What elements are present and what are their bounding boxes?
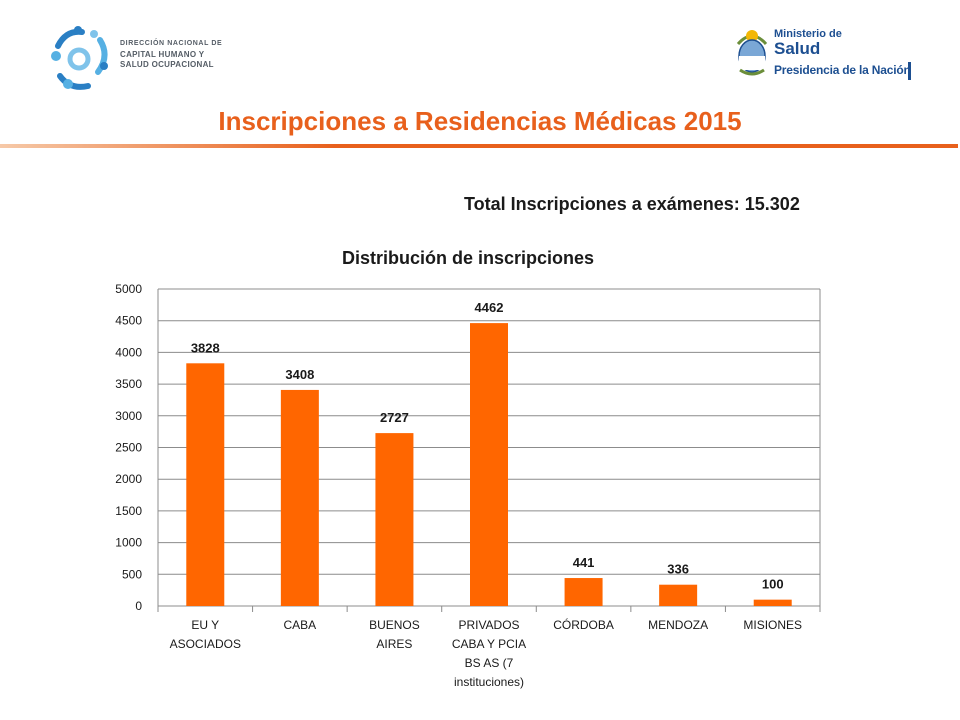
page-title: Inscripciones a Residencias Médicas 2015: [218, 106, 742, 136]
y-tick-label: 2000: [115, 472, 142, 486]
bar: [470, 323, 508, 606]
data-label: 336: [667, 562, 689, 577]
x-tick-label-line: CABA Y PCIA: [452, 637, 526, 651]
y-tick-label: 4500: [115, 314, 142, 328]
org-line-3: SALUD OCUPACIONAL: [120, 60, 214, 69]
y-tick-label: 3500: [115, 377, 142, 391]
bar: [564, 578, 603, 606]
x-tick-label: EU Y ASOCIADOS: [170, 618, 241, 651]
ministry-line-1: Ministerio de: [774, 28, 842, 40]
ministry-line-2: Salud: [774, 39, 821, 58]
x-tick-label-line: EU Y: [191, 618, 219, 632]
x-tick-label-line: MENDOZA: [648, 618, 708, 632]
y-tick-label: 0: [135, 599, 142, 613]
bar: [186, 363, 225, 606]
bar: [280, 389, 319, 606]
data-label: 100: [762, 577, 784, 592]
coat-of-arms-icon: [736, 30, 768, 76]
org-line-2: CAPITAL HUMANO Y: [120, 49, 205, 59]
x-tick-label-line: PRIVADOS: [458, 618, 519, 632]
y-tick-label: 1000: [115, 536, 142, 550]
x-tick-label: MISIONES: [743, 618, 802, 632]
data-label: 2727: [380, 410, 409, 425]
ministerio-salud-logo: Ministerio de Salud Presidencia de la Na…: [734, 26, 924, 84]
y-tick-label: 5000: [115, 282, 142, 296]
org-line-1: DIRECCIÓN NACIONAL DE: [120, 40, 223, 47]
x-tick-label-line: ASOCIADOS: [170, 637, 241, 651]
x-tick-label: CÓRDOBA: [553, 617, 614, 632]
x-tick-label: PRIVADOS CABA Y PCIA BS AS (7 instituciones…: [452, 618, 526, 689]
data-label: 3828: [191, 340, 220, 355]
data-label: 4462: [475, 300, 504, 315]
plot-area: 0 500 1000 1500 2000 2500 3000 3500 4000 4500 5000…: [115, 282, 821, 689]
title-underline: [0, 144, 958, 148]
y-tick-label: 3000: [115, 409, 142, 423]
x-tick-label-line: CABA: [284, 618, 317, 632]
y-tick-label: 2500: [115, 441, 142, 455]
capital-humano-emblem-icon: [51, 26, 108, 90]
y-tick-label: 500: [122, 567, 142, 581]
x-tick-label-line: MISIONES: [743, 618, 802, 632]
y-tick-label: 1500: [115, 504, 142, 518]
x-tick-label: BUENOS AIRES: [369, 618, 420, 651]
x-tick-label: MENDOZA: [648, 618, 708, 632]
x-tick-label-line: AIRES: [376, 637, 412, 651]
bar: [753, 599, 792, 606]
y-tick-label: 4000: [115, 345, 142, 359]
data-label: 3408: [285, 367, 314, 382]
ministry-line-3: Presidencia de la Nación: [774, 63, 911, 77]
data-label: 441: [573, 555, 595, 570]
chart-title: Distribución de inscripciones: [342, 248, 594, 268]
ministry-logo-bar: [908, 62, 911, 80]
x-tick-label-line: BS AS (7: [465, 656, 514, 670]
total-inscriptions: Total Inscripciones a exámenes: 15.302: [464, 194, 800, 214]
bar: [659, 584, 698, 606]
x-tick-label-line: instituciones): [454, 675, 524, 689]
x-tick-label-line: CÓRDOBA: [553, 617, 614, 632]
bar: [375, 433, 414, 606]
capital-humano-logo: DIRECCIÓN NACIONAL DE CAPITAL HUMANO Y S…: [48, 26, 238, 92]
x-tick-label: CABA: [284, 618, 317, 632]
x-tick-label-line: BUENOS: [369, 618, 420, 632]
